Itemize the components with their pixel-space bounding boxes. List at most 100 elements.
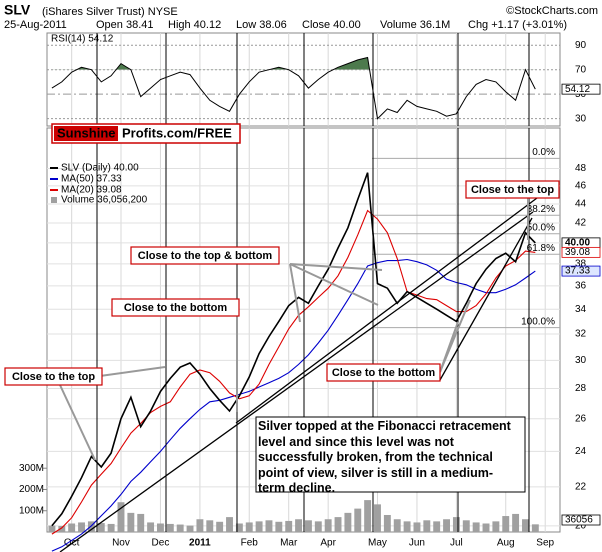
volume-bar [166,523,174,532]
chart-title: SLV [4,2,31,18]
x-tick-label: Jun [409,538,425,549]
x-tick-label: Dec [152,538,170,549]
volume-tick-label: 200M [19,484,44,495]
volume-bar [314,521,322,532]
legend-swatch [51,197,57,203]
trend-line [439,217,533,381]
volume-bar [472,522,480,532]
volume-tick-label: 100M [19,505,44,516]
x-tick-label: Aug [497,538,515,549]
trend-line [59,211,534,552]
legend-label: SLV (Daily) 40.00 [61,163,139,174]
volume-bar [147,522,155,532]
volume-bar [58,526,66,532]
volume-bar [374,504,381,532]
annotation-box [130,246,280,265]
logo-red [54,126,118,141]
x-tick-label: Feb [241,538,259,549]
annotation-box [465,180,560,199]
volume-bar [443,519,451,532]
quote-item: Volume 36.1M [380,19,450,31]
annotation-box [326,363,441,382]
quote-item: High 40.12 [168,19,221,31]
volume-bar [512,513,520,532]
volume-bar [186,525,194,532]
annotation-text: Close to the top [471,184,554,196]
pointer-line [59,384,96,461]
y-tick-label: 32 [575,329,587,340]
x-tick-label: Mar [280,538,298,549]
y-tick-label: 24 [575,446,587,457]
y-tick-label: 28 [575,383,587,394]
rsi-line [51,56,536,120]
quote-item: Low 38.06 [236,19,287,31]
last-value-label: 37.33 [565,266,590,277]
y-tick-label: 26 [575,413,587,424]
volume-bar [522,519,529,532]
x-tick-label: May [368,538,387,549]
annotation-box [111,298,240,317]
price-line [51,172,536,527]
volume-bar [265,520,273,532]
fib-label: 100.0% [521,316,555,327]
y-tick-label: 34 [575,304,587,315]
volume-bar [531,524,539,532]
volume-bar [235,523,243,532]
logo-text: Profits.com/FREE [122,125,232,140]
y-tick-label: 20 [575,520,587,531]
volume-box [561,514,601,526]
y-tick-label: 22 [575,482,587,493]
volume-bar [364,500,372,532]
volume-bar [334,517,342,532]
annotation-text: Close to the bottom [124,302,227,314]
volume-box-label: 36056 [565,515,593,526]
pointer-line [289,263,383,271]
ma-line [51,209,536,535]
fib-label: 38.2% [527,204,555,215]
ma-line [51,258,536,552]
last-value-box [561,246,601,258]
quote-item: Chg +1.17 (+3.01%) [468,19,567,31]
volume-bar [107,523,115,532]
volume-bar [304,520,312,532]
quote-item: Open 38.41 [96,19,154,31]
volume-tick-label: 300M [19,463,44,474]
y-tick-label: 48 [575,163,587,174]
fib-label: 0.0% [532,147,555,158]
legend-label: Volume 36,056,200 [61,195,148,206]
fib-label: 50.0% [527,222,555,233]
volume-bar [413,522,421,532]
x-tick-label: Apr [320,538,336,549]
volume-bar [354,508,362,532]
volume-bar [324,519,332,532]
pointer-line [99,366,166,377]
annotation-text: Close to the top & bottom [138,250,273,262]
rsi-label: RSI(14) 54.12 [51,34,114,45]
logo-text: Sunshine [57,125,116,140]
volume-bar [117,502,125,532]
last-value-label: 40.00 [565,238,590,249]
volume-bar [344,512,352,532]
volume-bar [492,521,500,532]
y-tick-label: 30 [575,355,587,366]
volume-bar [68,523,76,532]
volume-bar [462,520,470,532]
x-tick-label: Nov [112,538,130,549]
x-tick-label: Sep [536,538,554,549]
last-value-box [561,265,601,277]
legend-label: MA(20) 39.08 [61,185,122,196]
volume-bar [196,519,204,532]
volume-bar [275,521,283,532]
annotation-text: Close to the bottom [332,367,435,379]
trend-line [235,197,538,424]
y-tick-label: 42 [575,218,587,229]
last-value-box [561,83,601,95]
y-tick-label: 36 [575,281,587,292]
chart-subtitle: (iShares Silver Trust) NYSE [42,6,178,18]
volume-bar [97,523,105,532]
volume-bar [423,520,431,532]
x-tick-label: 2011 [189,538,211,549]
volume-bar [156,523,164,532]
